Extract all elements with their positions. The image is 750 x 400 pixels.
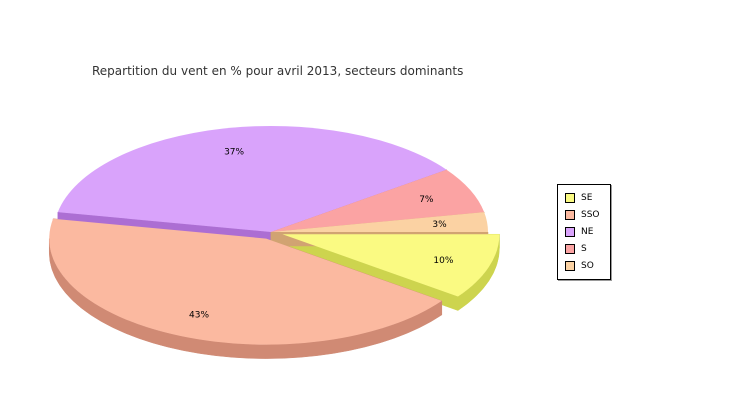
slice-sso [49,218,442,345]
slice-label-se: 10% [433,256,453,266]
legend-item-se: SE [565,192,592,204]
legend-label: SO [581,261,594,271]
legend: SE SSO NE S SO [557,184,611,280]
legend-item-so: SO [565,260,594,272]
pie-tops: 10% 43% 37% 7% 3% [49,126,500,345]
legend-label: SSO [581,210,600,220]
legend-label: S [581,244,587,254]
chart-title: Repartition du vent en % pour avril 2013… [92,64,464,78]
legend-swatch [565,193,575,203]
legend-item-ne: NE [565,226,593,238]
legend-swatch [565,261,575,271]
slice-label-sso: 43% [189,310,209,320]
legend-swatch [565,210,575,220]
legend-label: SE [581,193,593,203]
legend-label: NE [581,227,594,237]
slice-so [271,212,488,232]
slice-ne [57,126,447,232]
slice-s [271,169,485,232]
slice-se [282,234,500,297]
slice-label-so: 3% [432,220,447,230]
legend-item-s: S [565,243,587,255]
legend-swatch [565,244,575,254]
slice-label-s: 7% [419,195,434,205]
slice-label-ne: 37% [224,147,244,157]
legend-item-sso: SSO [565,209,600,221]
legend-swatch [565,227,575,237]
